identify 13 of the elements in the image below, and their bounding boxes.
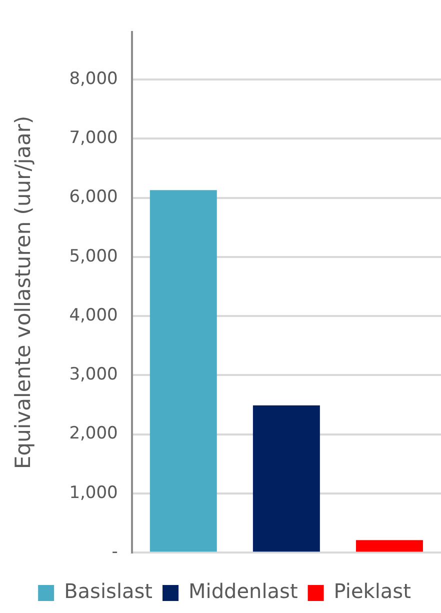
y-tick-label: 6,000 <box>69 187 118 208</box>
y-tick-label: 7,000 <box>69 128 118 148</box>
y-tick-label: 1,000 <box>69 482 118 503</box>
y-tick-label: 8,000 <box>69 68 118 89</box>
y-tick-label: 2,000 <box>69 424 118 444</box>
y-tick-label: 3,000 <box>69 364 118 385</box>
legend-label: Middenlast <box>188 579 298 604</box>
y-axis-title: Equivalente vollasturen (uur/jaar) <box>11 116 36 470</box>
y-tick-label: 5,000 <box>69 246 118 266</box>
legend-label: Basislast <box>64 579 153 604</box>
y-tick-label: - <box>112 542 118 562</box>
y-tick-label: 4,000 <box>69 305 118 326</box>
legend-label: Pieklast <box>334 579 412 604</box>
